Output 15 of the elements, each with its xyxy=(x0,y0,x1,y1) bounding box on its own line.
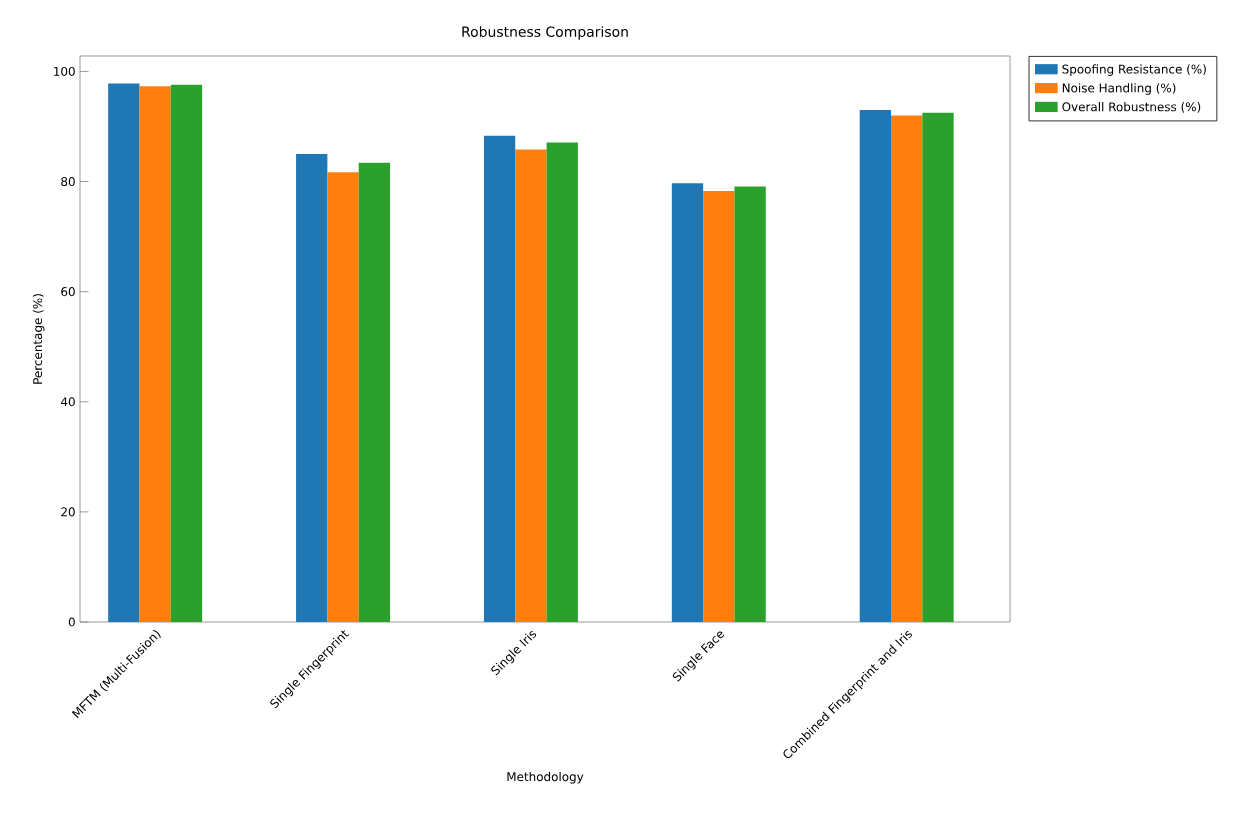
bar xyxy=(703,190,735,622)
bar xyxy=(546,142,578,622)
bar xyxy=(358,162,391,622)
bar xyxy=(515,149,547,622)
bar xyxy=(922,112,954,622)
bar xyxy=(296,154,328,622)
bar xyxy=(734,186,766,622)
bar xyxy=(671,183,704,622)
bar xyxy=(859,109,892,622)
bar xyxy=(139,86,171,622)
bar xyxy=(327,172,359,622)
bar xyxy=(891,115,923,622)
bar xyxy=(483,135,516,622)
bar xyxy=(108,83,140,622)
bar xyxy=(170,84,203,622)
